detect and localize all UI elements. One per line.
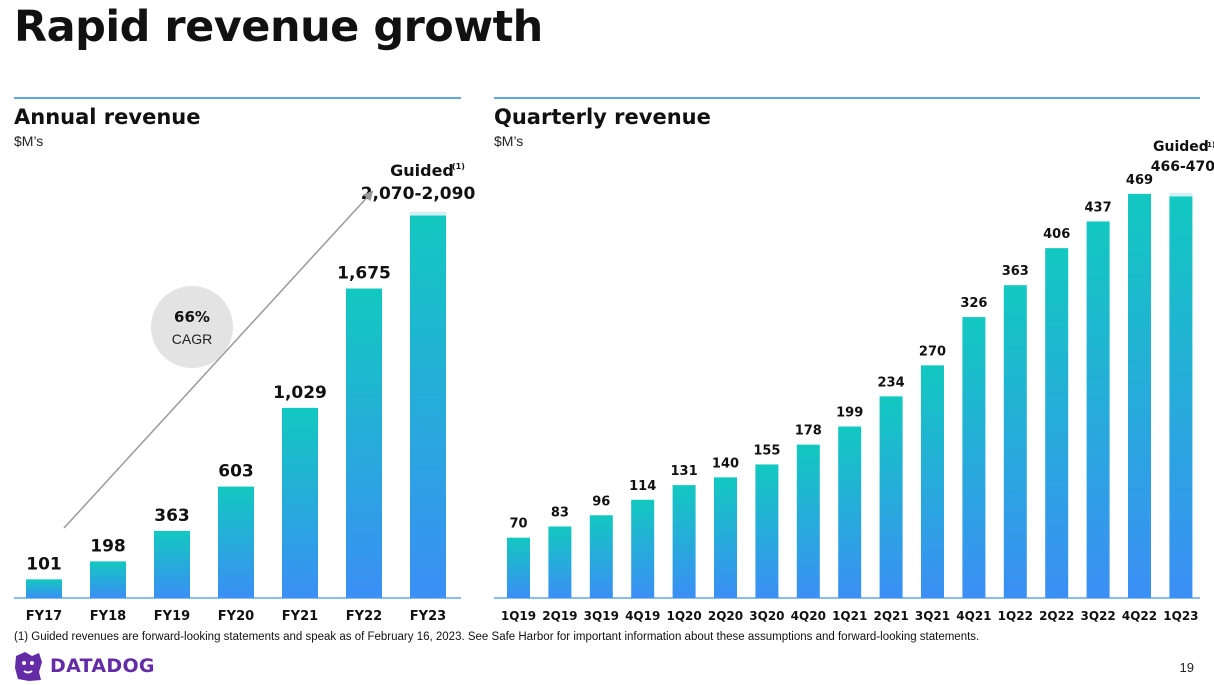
quarterly-tick-2q20: 2Q20 bbox=[708, 609, 743, 623]
annual-section-rule bbox=[14, 97, 461, 99]
annual-tick-fy21: FY21 bbox=[282, 609, 318, 624]
quarterly-chart-unit: $M’s bbox=[494, 133, 524, 149]
quarterly-bar-3q22 bbox=[1086, 221, 1110, 599]
quarterly-value-label-4q22: 469 bbox=[1126, 173, 1153, 188]
annual-guided-superscript: (1) bbox=[452, 162, 465, 171]
annual-tick-fy18: FY18 bbox=[90, 609, 126, 624]
quarterly-value-label-4q21: 326 bbox=[960, 296, 987, 311]
annual-bar-fy19 bbox=[154, 530, 190, 598]
quarterly-tick-1q20: 1Q20 bbox=[666, 609, 701, 623]
datadog-dog-icon bbox=[15, 652, 42, 681]
annual-tick-fy17: FY17 bbox=[26, 609, 62, 624]
quarterly-tick-1q21: 1Q21 bbox=[832, 609, 867, 623]
quarterly-value-label-2q20: 140 bbox=[712, 456, 739, 471]
quarterly-bar-2q20 bbox=[714, 477, 737, 598]
quarterly-bar-3q19 bbox=[589, 515, 613, 598]
annual-guided-range-fy23 bbox=[410, 211, 446, 217]
quarterly-tick-4q21: 4Q21 bbox=[956, 609, 991, 623]
annual-bar-fy18 bbox=[90, 561, 126, 598]
annual-tick-fy19: FY19 bbox=[154, 609, 190, 624]
annual-value-label-fy17: 101 bbox=[26, 554, 62, 574]
annual-bar-fy21 bbox=[282, 407, 318, 598]
quarterly-tick-4q19: 4Q19 bbox=[625, 609, 660, 623]
quarterly-bar-2q19 bbox=[548, 526, 572, 598]
annual-guided-range-label: 2,070-2,090 bbox=[361, 184, 476, 204]
quarterly-revenue-chart: 1Q19 70 2Q19 83 3Q19 96 4Q19 114 1Q20 131 2Q20 140 3… bbox=[494, 139, 1214, 623]
quarterly-guided-label: Guided bbox=[1153, 139, 1209, 155]
annual-value-label-fy21: 1,029 bbox=[273, 383, 327, 403]
quarterly-tick-2q22: 2Q22 bbox=[1039, 609, 1074, 623]
page-title: Rapid revenue growth bbox=[14, 2, 543, 52]
annual-value-label-fy20: 603 bbox=[218, 462, 254, 482]
revenue-charts: FY17 101 FY18 198 FY19 363 FY20 603 FY21 1,029 FY2… bbox=[14, 139, 1214, 624]
annual-bar-fy22 bbox=[346, 288, 382, 598]
annual-value-label-fy19: 363 bbox=[154, 506, 190, 526]
quarterly-bar-1q21 bbox=[838, 426, 862, 598]
quarterly-value-label-2q22: 406 bbox=[1043, 227, 1070, 242]
cagr-value: 66% bbox=[174, 308, 210, 326]
quarterly-tick-4q22: 4Q22 bbox=[1122, 609, 1157, 623]
annual-bar-fy23 bbox=[410, 215, 446, 599]
annual-value-label-fy18: 198 bbox=[90, 536, 126, 556]
quarterly-bar-1q20 bbox=[672, 485, 696, 598]
quarterly-value-label-1q21: 199 bbox=[836, 406, 863, 421]
quarterly-tick-1q22: 1Q22 bbox=[998, 609, 1033, 623]
quarterly-bar-1q22 bbox=[1003, 285, 1027, 598]
annual-guided-label: Guided bbox=[390, 161, 454, 180]
brand-logo: DATADOG bbox=[12, 650, 155, 682]
annual-tick-fy22: FY22 bbox=[346, 609, 382, 624]
quarterly-bar-3q21 bbox=[921, 365, 944, 598]
quarterly-chart-title: Quarterly revenue bbox=[494, 105, 711, 129]
quarterly-bar-4q22 bbox=[1128, 193, 1151, 599]
quarterly-guided-range-1q23 bbox=[1169, 193, 1193, 198]
quarterly-value-label-3q20: 155 bbox=[753, 443, 780, 458]
quarterly-tick-4q20: 4Q20 bbox=[791, 609, 826, 623]
annual-bar-fy17 bbox=[26, 579, 62, 598]
quarterly-value-label-1q19: 70 bbox=[509, 517, 527, 532]
quarterly-bar-4q19 bbox=[631, 499, 655, 598]
quarterly-bar-2q22 bbox=[1045, 248, 1069, 599]
annual-chart-unit: $M’s bbox=[14, 133, 44, 149]
quarterly-tick-3q22: 3Q22 bbox=[1080, 609, 1115, 623]
quarterly-value-label-2q21: 234 bbox=[878, 375, 905, 390]
brand-name: DATADOG bbox=[50, 655, 155, 677]
quarterly-guided-superscript: (1) bbox=[1204, 141, 1214, 149]
cagr-arrow bbox=[63, 190, 374, 529]
annual-chart-title: Annual revenue bbox=[14, 105, 201, 129]
quarterly-value-label-2q19: 83 bbox=[551, 505, 569, 520]
quarterly-tick-3q20: 3Q20 bbox=[749, 609, 784, 623]
quarterly-bar-4q20 bbox=[796, 444, 820, 598]
annual-tick-fy23: FY23 bbox=[410, 609, 446, 624]
quarterly-bar-1q23 bbox=[1169, 196, 1193, 598]
quarterly-value-label-3q19: 96 bbox=[592, 494, 610, 509]
quarterly-bar-1q19 bbox=[507, 537, 530, 598]
annual-revenue-chart: FY17 101 FY18 198 FY19 363 FY20 603 FY21 1,029 FY2… bbox=[14, 161, 475, 624]
quarterly-tick-1q23: 1Q23 bbox=[1163, 609, 1198, 623]
quarterly-value-label-1q22: 363 bbox=[1002, 264, 1029, 279]
quarterly-value-label-3q22: 437 bbox=[1085, 200, 1112, 215]
quarterly-bar-2q21 bbox=[879, 396, 903, 598]
annual-value-label-fy22: 1,675 bbox=[337, 264, 391, 284]
quarterly-guided-range-label: 466-470 bbox=[1151, 159, 1214, 175]
annual-bar-fy20 bbox=[218, 486, 254, 598]
quarterly-section-rule bbox=[494, 97, 1200, 99]
annual-tick-fy20: FY20 bbox=[218, 609, 254, 624]
quarterly-value-label-3q21: 270 bbox=[919, 344, 946, 359]
page-number: 19 bbox=[1179, 660, 1194, 675]
quarterly-tick-1q19: 1Q19 bbox=[501, 609, 536, 623]
quarterly-tick-2q19: 2Q19 bbox=[542, 609, 577, 623]
quarterly-tick-3q19: 3Q19 bbox=[584, 609, 619, 623]
cagr-circle bbox=[151, 286, 233, 368]
quarterly-value-label-4q20: 178 bbox=[795, 424, 822, 439]
quarterly-tick-3q21: 3Q21 bbox=[915, 609, 950, 623]
quarterly-value-label-1q20: 131 bbox=[671, 464, 698, 479]
quarterly-value-label-4q19: 114 bbox=[629, 479, 656, 494]
quarterly-tick-2q21: 2Q21 bbox=[873, 609, 908, 623]
quarterly-bar-4q21 bbox=[962, 317, 986, 598]
cagr-label: CAGR bbox=[172, 331, 212, 347]
quarterly-bar-3q20 bbox=[755, 464, 779, 598]
footnote: (1) Guided revenues are forward-looking … bbox=[14, 631, 980, 643]
